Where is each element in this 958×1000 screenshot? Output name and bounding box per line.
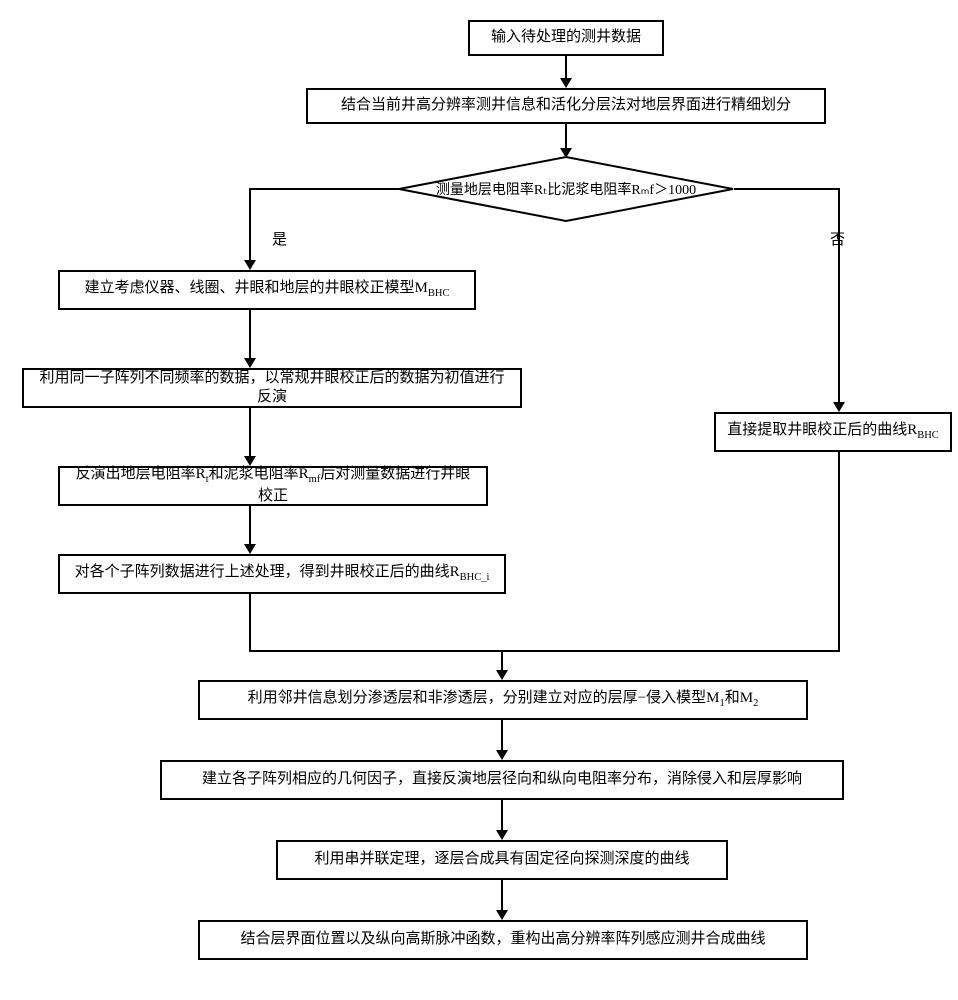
edge [501,880,503,912]
edge [501,720,503,752]
edge [502,650,840,652]
edge [249,650,502,652]
edge [249,408,251,458]
arrow-head-icon [244,260,256,270]
node-label: 反演出地层电阻率Rt和泥浆电阻率Rmf后对测量数据进行井眼校正 [70,465,476,506]
arrow-head-icon [496,910,508,920]
node-segmentation: 结合当前井高分辨率测井信息和活化分层法对地层界面进行精细划分 [306,88,826,124]
edge [565,124,567,150]
node-input: 输入待处理的测井数据 [468,20,664,56]
arrow-head-icon [496,830,508,840]
edge [501,800,503,832]
node-model-mbhc: 建立考虑仪器、线圈、井眼和地层的井眼校正模型MBHC [58,270,476,310]
edge [249,506,251,546]
edge [838,452,840,652]
node-extract-rbhc: 直接提取井眼校正后的曲线RBHC [714,412,952,452]
node-label: 利用同一子阵列不同频率的数据，以常规井眼校正后的数据为初值进行反演 [34,369,510,408]
edge [249,310,251,360]
node-label: 输入待处理的测井数据 [491,28,641,48]
node-label: 对各个子阵列数据进行上述处理，得到井眼校正后的曲线RBHC_i [75,563,490,585]
edge-label-yes: 是 [272,228,287,249]
node-borehole-correction: 反演出地层电阻率Rt和泥浆电阻率Rmf后对测量数据进行井眼校正 [58,466,488,506]
edge-no [734,188,840,190]
node-subarray-rbhci: 对各个子阵列数据进行上述处理，得到井眼校正后的曲线RBHC_i [58,554,506,594]
edge-yes [249,188,399,190]
arrow-head-icon [496,750,508,760]
arrow-head-icon [833,402,845,412]
arrow-head-icon [244,544,256,554]
arrow-head-icon [496,670,508,680]
node-label: 利用邻井信息划分渗透层和非渗透层，分别建立对应的层厚−侵入模型M1和M2 [248,689,759,711]
node-synthesis: 利用串并联定理，逐层合成具有固定径向探测深度的曲线 [276,840,728,880]
node-label: 建立考虑仪器、线圈、井眼和地层的井眼校正模型MBHC [85,279,450,301]
node-label: 结合层界面位置以及纵向高斯脉冲函数，重构出高分辨率阵列感应测井合成曲线 [240,930,765,950]
edge [249,594,251,652]
edge-yes [249,188,251,262]
node-reconstruct: 结合层界面位置以及纵向高斯脉冲函数，重构出高分辨率阵列感应测井合成曲线 [198,920,808,960]
node-label: 测量地层电阻率Rₜ比泥浆电阻率Rₘf＞1000 [398,179,734,199]
node-label: 结合当前井高分辨率测井信息和活化分层法对地层界面进行精细划分 [341,96,791,116]
arrow-head-icon [560,78,572,88]
node-layer-model: 利用邻井信息划分渗透层和非渗透层，分别建立对应的层厚−侵入模型M1和M2 [198,680,808,720]
edge-no [838,188,840,404]
node-geometry-factor: 建立各子阵列相应的几何因子，直接反演地层径向和纵向电阻率分布，消除侵入和层厚影响 [160,760,844,800]
node-label: 建立各子阵列相应的几何因子，直接反演地层径向和纵向电阻率分布，消除侵入和层厚影响 [202,770,802,790]
node-label: 直接提取井眼校正后的曲线RBHC [727,421,939,443]
edge [565,56,567,80]
node-label: 利用串并联定理，逐层合成具有固定径向探测深度的曲线 [314,850,689,870]
arrow-head-icon [244,358,256,368]
node-decision: 测量地层电阻率Rₜ比泥浆电阻率Rₘf＞1000 [398,156,734,222]
node-inversion-init: 利用同一子阵列不同频率的数据，以常规井眼校正后的数据为初值进行反演 [22,368,522,408]
edge [501,650,503,672]
edge-label-no: 否 [830,228,845,249]
